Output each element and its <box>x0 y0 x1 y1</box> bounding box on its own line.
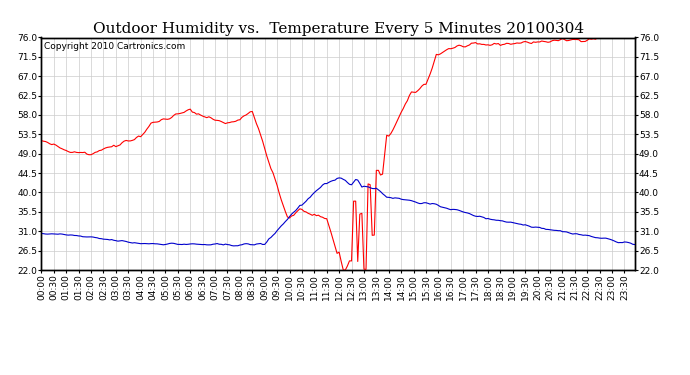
Text: Copyright 2010 Cartronics.com: Copyright 2010 Cartronics.com <box>44 42 186 51</box>
Title: Outdoor Humidity vs.  Temperature Every 5 Minutes 20100304: Outdoor Humidity vs. Temperature Every 5… <box>92 22 584 36</box>
